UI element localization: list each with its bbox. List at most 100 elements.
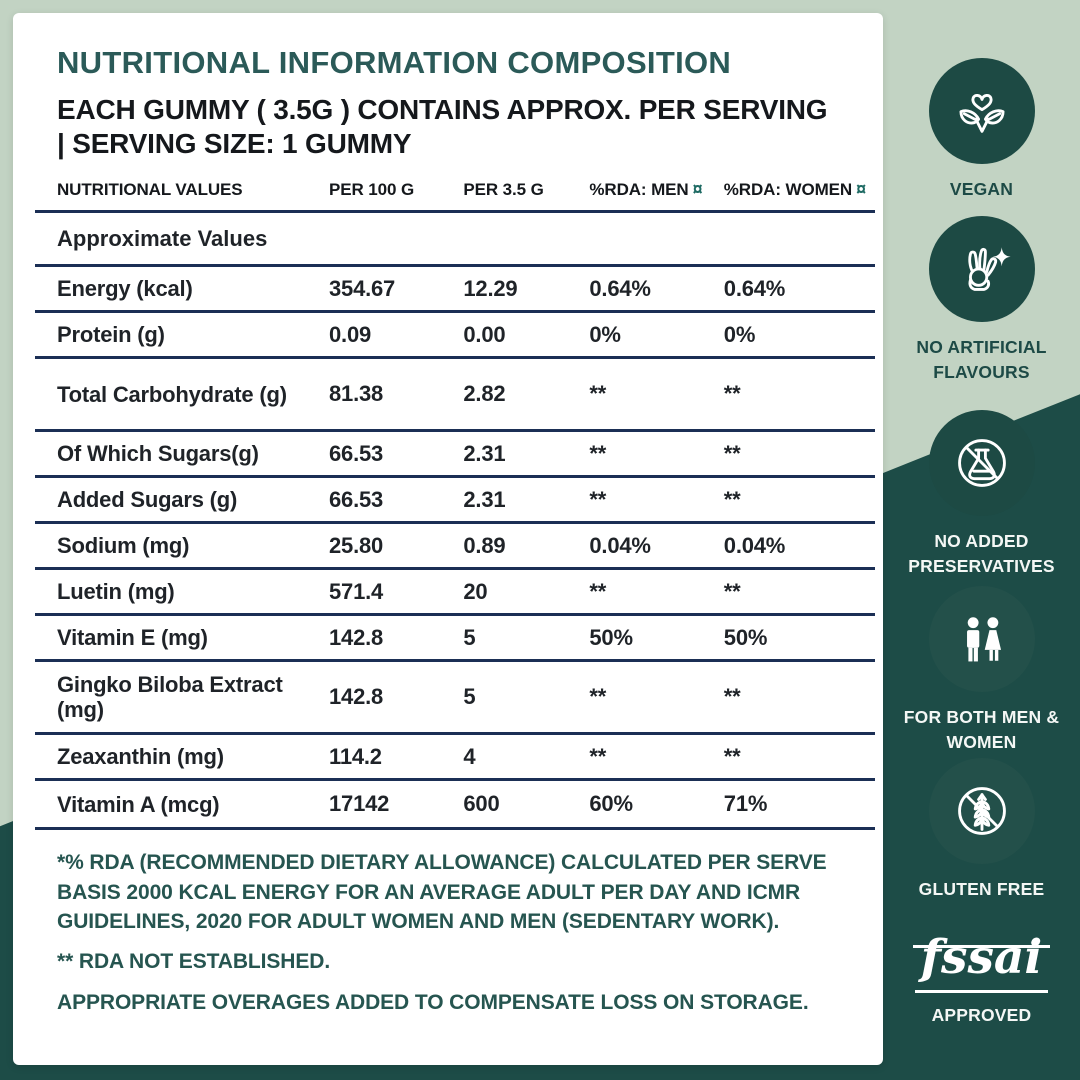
cell-rda-men: 0% <box>589 321 621 347</box>
cell-per100: 66.53 <box>329 440 384 466</box>
cell-per100: 17142 <box>329 791 390 817</box>
vegan-heart-leaves-icon <box>928 58 1035 164</box>
cell-per100: 114.2 <box>329 743 382 769</box>
cell-per35: 2.82 <box>463 381 506 407</box>
cell-rda-women: ** <box>723 486 741 512</box>
badge-for-both-men-women: FOR BOTH MEN & WOMEN <box>883 586 1080 756</box>
rda-men-icon: ¤ <box>692 179 703 200</box>
cell-rda-women: ** <box>723 440 741 466</box>
cell-per100: 0.09 <box>329 321 372 347</box>
cell-per35: 0.00 <box>463 321 506 347</box>
table-row: Zeaxanthin (mg) 114.2 4 ** ** <box>35 732 875 778</box>
cell-per100: 81.38 <box>329 381 384 407</box>
cell-rda-women: ** <box>723 684 741 710</box>
badge-no-artificial-flavours: NO ARTIFICIAL FLAVOURS <box>883 216 1080 386</box>
cell-per35: 20 <box>463 578 488 604</box>
section-label: Approximate Values <box>57 225 268 251</box>
table-row: Of Which Sugars(g) 66.53 2.31 ** ** <box>35 429 875 475</box>
badge-label: APPROVED <box>931 1004 1032 1025</box>
badge-label: FOR BOTH MEN & WOMEN <box>903 707 1060 753</box>
badge-no-added-preservatives: NO ADDED PRESERVATIVES <box>883 410 1080 580</box>
badge-vegan: VEGAN <box>883 58 1080 202</box>
cell-per35: 5 <box>463 624 476 650</box>
page-title: NUTRITIONAL INFORMATION COMPOSITION <box>57 45 732 80</box>
footnote-overages: APPROPRIATE OVERAGES ADDED TO COMPENSATE… <box>57 990 809 1014</box>
badge-label: NO ARTIFICIAL FLAVOURS <box>916 337 1047 383</box>
cell-rda-men: ** <box>589 684 607 710</box>
table-header: NUTRITIONAL VALUES PER 100 G PER 3.5 G %… <box>35 179 875 210</box>
cell-rda-women: 71% <box>723 791 768 817</box>
table-row: Vitamin A (mcg) 17142 600 60% 71% <box>35 778 875 831</box>
row-label: Vitamin E (mg) <box>57 625 208 651</box>
cell-rda-men: ** <box>589 381 607 407</box>
badge-sidebar: VEGAN NO ARTIFICIAL FLAVOURS NO <box>883 0 1080 1080</box>
nutrition-card: NUTRITIONAL INFORMATION COMPOSITION EACH… <box>13 13 883 1065</box>
row-label: Energy (kcal) <box>57 276 193 302</box>
cell-per100: 25.80 <box>329 532 384 558</box>
cell-rda-women: ** <box>723 578 741 604</box>
cell-rda-men: ** <box>589 578 607 604</box>
table-row: Sodium (mg) 25.80 0.89 0.04% 0.04% <box>35 521 875 567</box>
cell-per35: 600 <box>463 791 500 817</box>
row-label: Zeaxanthin (mg) <box>57 744 224 770</box>
cell-rda-women: 0.64% <box>723 275 786 301</box>
cell-rda-women: 0.04% <box>723 532 786 558</box>
badge-fssai-approved: fssai APPROVED <box>883 932 1080 1028</box>
cell-rda-men: ** <box>589 486 607 512</box>
cell-rda-men: 0.04% <box>589 532 651 558</box>
table-row: Added Sugars (g) 66.53 2.31 ** ** <box>35 475 875 521</box>
cell-rda-women: ** <box>723 381 741 407</box>
col-per-100g: PER 100 G <box>329 179 415 199</box>
cell-per35: 5 <box>463 684 476 710</box>
footnotes: *% RDA (RECOMMENDED DIETARY ALLOWANCE) C… <box>57 848 853 1017</box>
row-label: Gingko Biloba Extract (mg) <box>57 672 283 723</box>
badge-label: GLUTEN FREE <box>918 879 1045 899</box>
table-row: Luetin (mg) 571.4 20 ** ** <box>35 567 875 613</box>
cell-rda-men: 0.64% <box>589 275 651 301</box>
badge-label: VEGAN <box>949 179 1014 199</box>
cell-per100: 354.67 <box>329 275 396 301</box>
fssai-logo: fssai <box>912 932 1051 993</box>
footnote-rda-basis: *% RDA (RECOMMENDED DIETARY ALLOWANCE) C… <box>57 851 827 934</box>
cell-per35: 2.31 <box>463 486 506 512</box>
cell-per100: 142.8 <box>329 624 384 650</box>
badge-label: NO ADDED PRESERVATIVES <box>908 531 1055 577</box>
row-label: Luetin (mg) <box>57 579 175 605</box>
cell-per100: 66.53 <box>329 486 384 512</box>
cell-rda-men: ** <box>589 743 607 769</box>
col-rda-men: %RDA: MEN ¤ <box>589 179 703 200</box>
cell-per100: 571.4 <box>329 578 384 604</box>
badge-gluten-free: GLUTEN FREE <box>883 758 1080 902</box>
no-flask-icon <box>928 410 1035 516</box>
row-label: Protein (g) <box>57 322 165 348</box>
table-row: Gingko Biloba Extract (mg) 142.8 5 ** ** <box>35 659 875 732</box>
cell-rda-women: ** <box>723 743 741 769</box>
cell-rda-women: 0% <box>723 321 756 347</box>
ok-hand-sparkle-icon <box>928 216 1035 322</box>
rda-women-icon: ¤ <box>856 179 866 200</box>
col-rda-women: %RDA: WOMEN ¤ <box>723 179 866 200</box>
footnote-rda-not-established: ** RDA NOT ESTABLISHED. <box>57 950 331 974</box>
cell-per100: 142.8 <box>329 684 384 710</box>
table-row: Energy (kcal) 354.67 12.29 0.64% 0.64% <box>35 264 875 310</box>
row-label: Of Which Sugars(g) <box>57 441 259 467</box>
serving-subtitle: EACH GUMMY ( 3.5G ) CONTAINS APPROX. PER… <box>57 94 828 160</box>
section-row: Approximate Values <box>35 210 875 264</box>
cell-per35: 4 <box>463 743 476 769</box>
table-row: Total Carbohydrate (g) 81.38 2.82 ** ** <box>35 356 875 429</box>
col-nutritional-values: NUTRITIONAL VALUES <box>57 179 243 199</box>
cell-per35: 2.31 <box>463 440 506 466</box>
col-per-3-5g: PER 3.5 G <box>463 179 544 199</box>
cell-per35: 12.29 <box>463 275 518 301</box>
no-gluten-icon <box>928 758 1035 864</box>
cell-rda-men: ** <box>589 440 607 466</box>
row-label: Total Carbohydrate (g) <box>57 381 287 407</box>
table-row: Protein (g) 0.09 0.00 0% 0% <box>35 310 875 356</box>
table-row: Vitamin E (mg) 142.8 5 50% 50% <box>35 613 875 659</box>
row-label: Sodium (mg) <box>57 533 190 559</box>
cell-rda-men: 60% <box>589 791 633 817</box>
cell-rda-women: 50% <box>723 624 768 650</box>
row-label: Vitamin A (mcg) <box>57 791 220 817</box>
man-woman-icon <box>928 586 1035 692</box>
cell-per35: 0.89 <box>463 532 506 558</box>
